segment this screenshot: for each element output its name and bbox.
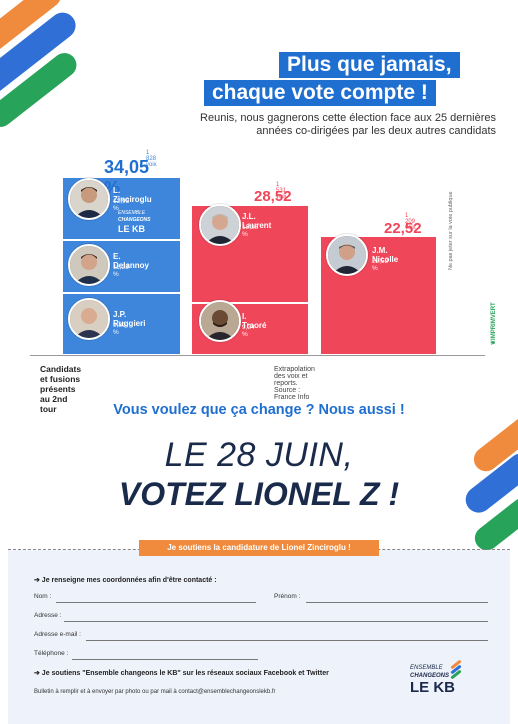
value-label-1: 34,05 % [104,157,150,198]
bar-divider-1 [63,239,180,241]
vote-line: VOTEZ LIONEL Z ! [118,476,400,512]
headline-line1: Plus que jamais, [279,52,460,78]
subtitle-line1: Reunis, nous gagnerons cette élection fa… [200,112,496,124]
subtitle: Reunis, nous gagnerons cette élection fa… [200,112,496,138]
label-telephone: Téléphone : [34,650,69,657]
logo-footer-stripes-icon [448,659,466,680]
segment-pct-nicolle: 22,52 % [372,258,389,272]
chart-caption-left: Candidats et fusions présents au 2nd tou… [40,364,82,414]
logo-small: ENSEMBLE CHANGEONS LE KB [118,210,151,234]
segment-name-traore: I. Traoré [242,312,267,330]
votes-label-3: 1 209 voix [405,213,416,231]
avatar-ruggieri [68,298,110,340]
segment-name-laurent: J.L. Laurent [242,212,272,230]
subtitle-line2: années co-dirigées par les deux autres c… [256,125,496,137]
value-label-3: 22,52 % [384,220,422,254]
printer-logo: ❦IMPRIMVERT [490,302,497,345]
label-email: Adresse e-mail : [34,631,81,638]
field-telephone[interactable] [72,659,258,660]
footer-text: Bulletin à remplir et à envoyer par phot… [34,689,276,695]
segment-pct-traore: 9,24 % [242,324,255,338]
date-line: LE 28 JUIN, [164,436,354,474]
logo-small-line1: ENSEMBLE [118,210,146,216]
logo-small-line2: CHANGEONS [118,217,151,223]
social-text: ➔ Je soutiens "Ensemble changeons le KB"… [34,670,329,677]
form-area [8,550,510,724]
form-intro: ➔ Je renseigne mes coordonnées afin d'êt… [34,577,217,584]
logo-footer: ENSEMBLE CHANGEONS LE KB [410,664,455,695]
chart-caption-right: Extrapolation des voix et reports. Sourc… [274,366,315,401]
logo-footer-line1: ENSEMBLE [410,665,443,671]
label-nom: Nom : [34,593,52,600]
logo-footer-line2: CHANGEONS [410,673,450,679]
side-text: Ne pas jeter sur la voie publique [448,191,454,270]
chart-baseline [30,355,485,356]
bar-divider-2 [63,292,180,294]
segment-name-nicolle: J.M. Nicolle [372,246,399,264]
segment-name-zinciroglu: L. Zinciroglu [113,186,152,204]
support-banner: Je soutiens la candidature de Lionel Zin… [139,540,379,556]
votes-label-2: 1 531 voix [276,182,287,200]
printer-text: IMPRIMVERT [491,302,497,340]
segment-pct-delannoy: 11,23 % [113,264,129,278]
value-label-2: 28,52 % [254,188,292,222]
avatar-nicolle [326,234,368,276]
leaf-icon: ❦ [491,339,497,345]
question-text: Vous voulez que ça change ? Nous aussi ! [113,402,405,418]
bar-divider-3 [192,302,308,304]
logo-footer-line3: LE KB [410,679,455,696]
votes-label-1: 1 828 voix [146,150,157,168]
avatar-laurent [199,204,241,246]
avatar-zinciroglu [68,178,110,220]
segment-pct-laurent: 19,28 % [242,224,259,238]
segment-pct-zinciroglu: 12,93 % [113,198,130,212]
field-nom[interactable] [56,602,256,603]
label-prenom: Prénom : [274,593,301,600]
field-adresse[interactable] [64,621,488,622]
segment-pct-ruggieri: 9,89 % [113,322,126,336]
avatar-delannoy [68,244,110,286]
segment-name-ruggieri: J.P. Ruggieri [113,310,146,328]
logo-small-line3: LE KB [118,224,145,234]
field-prenom[interactable] [306,602,488,603]
avatar-traore [199,300,241,342]
headline-line2: chaque vote compte ! [204,80,436,106]
field-email[interactable] [86,640,488,641]
segment-name-delannoy: E. Delannoy [113,252,150,270]
label-adresse: Adresse : [34,612,62,619]
